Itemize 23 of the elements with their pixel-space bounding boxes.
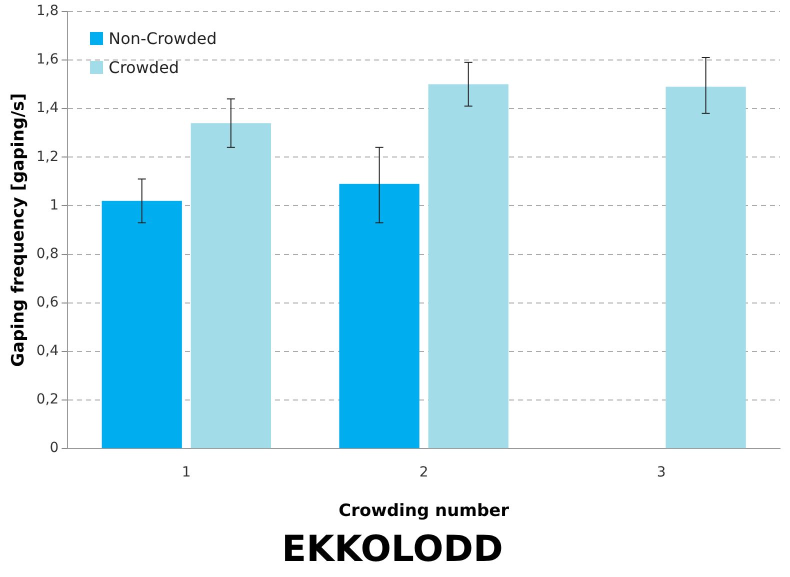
bar xyxy=(339,184,420,448)
x-tick-label: 1 xyxy=(182,464,191,481)
bar xyxy=(190,123,271,448)
y-tick-label: 0,8 xyxy=(36,246,59,262)
y-tick-label: 1,4 xyxy=(36,100,59,116)
y-tick-label: 0,2 xyxy=(36,392,59,408)
legend-label: Crowded xyxy=(108,58,180,78)
y-tick-label: 1,8 xyxy=(36,3,59,20)
bar xyxy=(666,86,746,448)
y-tick-label: 0,4 xyxy=(36,343,59,360)
bar xyxy=(428,84,508,448)
legend-label: Non-Crowded xyxy=(108,29,217,48)
y-tick-label: 1,2 xyxy=(36,148,59,165)
x-tick-label: 2 xyxy=(419,464,428,481)
x-tick-label: 3 xyxy=(656,464,666,481)
y-tick-label: 1,6 xyxy=(36,52,59,68)
y-axis-title: Gaping frequency [gaping/s] xyxy=(8,93,29,367)
bar xyxy=(102,200,182,448)
y-tick-label: 0 xyxy=(50,440,59,456)
y-tick-label: 0,6 xyxy=(36,294,59,311)
x-axis-title: Crowding number xyxy=(338,501,510,522)
text: EKKOLODD xyxy=(282,528,504,570)
y-tick-label: 1 xyxy=(50,197,59,214)
